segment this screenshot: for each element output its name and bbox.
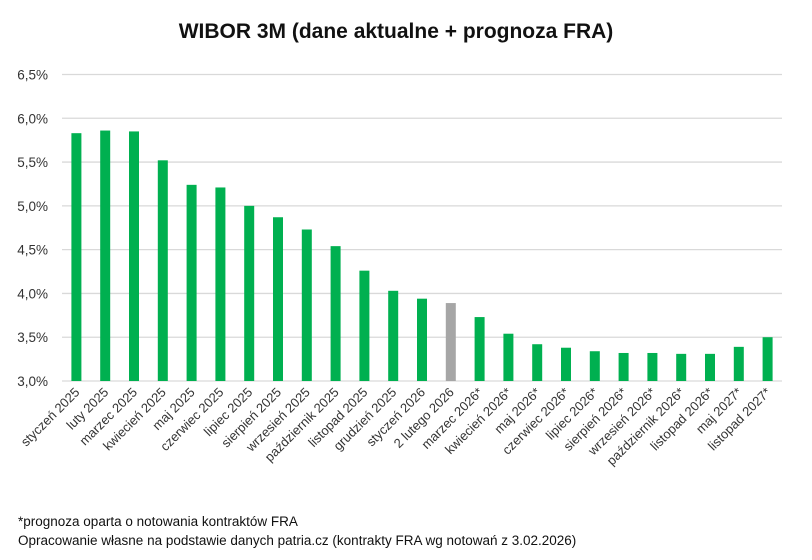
bar-20 [618,352,629,381]
bar-25 [762,337,773,381]
bar-4 [157,160,168,381]
y-tick-label: 5,5% [17,155,48,170]
y-tick-label: 4,5% [17,243,48,258]
bar-17 [532,344,543,381]
y-tick-label: 4,0% [17,286,48,301]
bar-1 [71,133,82,381]
bar-3 [129,131,139,381]
bar-18 [561,347,571,381]
bar-23 [705,353,715,381]
bar-11 [359,270,370,381]
bar-14 [445,303,456,381]
bar-6 [215,187,226,381]
y-tick-label: 3,0% [17,374,48,389]
forecast-footnote: *prognoza oparta o notowania kontraktów … [18,514,298,529]
bar-2 [100,130,111,381]
bar-7 [244,205,255,381]
bar-16 [503,333,514,381]
bar-5 [186,184,197,381]
source-footnote: Opracowanie własne na podstawie danych p… [18,533,577,548]
bar-12 [388,290,399,381]
bar-13 [417,298,427,381]
bar-10 [330,246,341,381]
y-tick-label: 3,5% [17,330,48,345]
bar-9 [301,229,312,381]
bar-21 [647,352,658,381]
bar-8 [273,217,283,381]
bar-22 [676,353,687,381]
y-tick-label: 6,5% [17,68,48,83]
y-tick-label: 5,0% [17,199,48,214]
bar-15 [474,317,485,381]
bar-19 [589,351,600,381]
bar-24 [733,346,744,381]
y-tick-label: 6,0% [17,111,48,126]
chart-title: WIBOR 3M (dane aktualne + prognoza FRA) [179,20,614,43]
